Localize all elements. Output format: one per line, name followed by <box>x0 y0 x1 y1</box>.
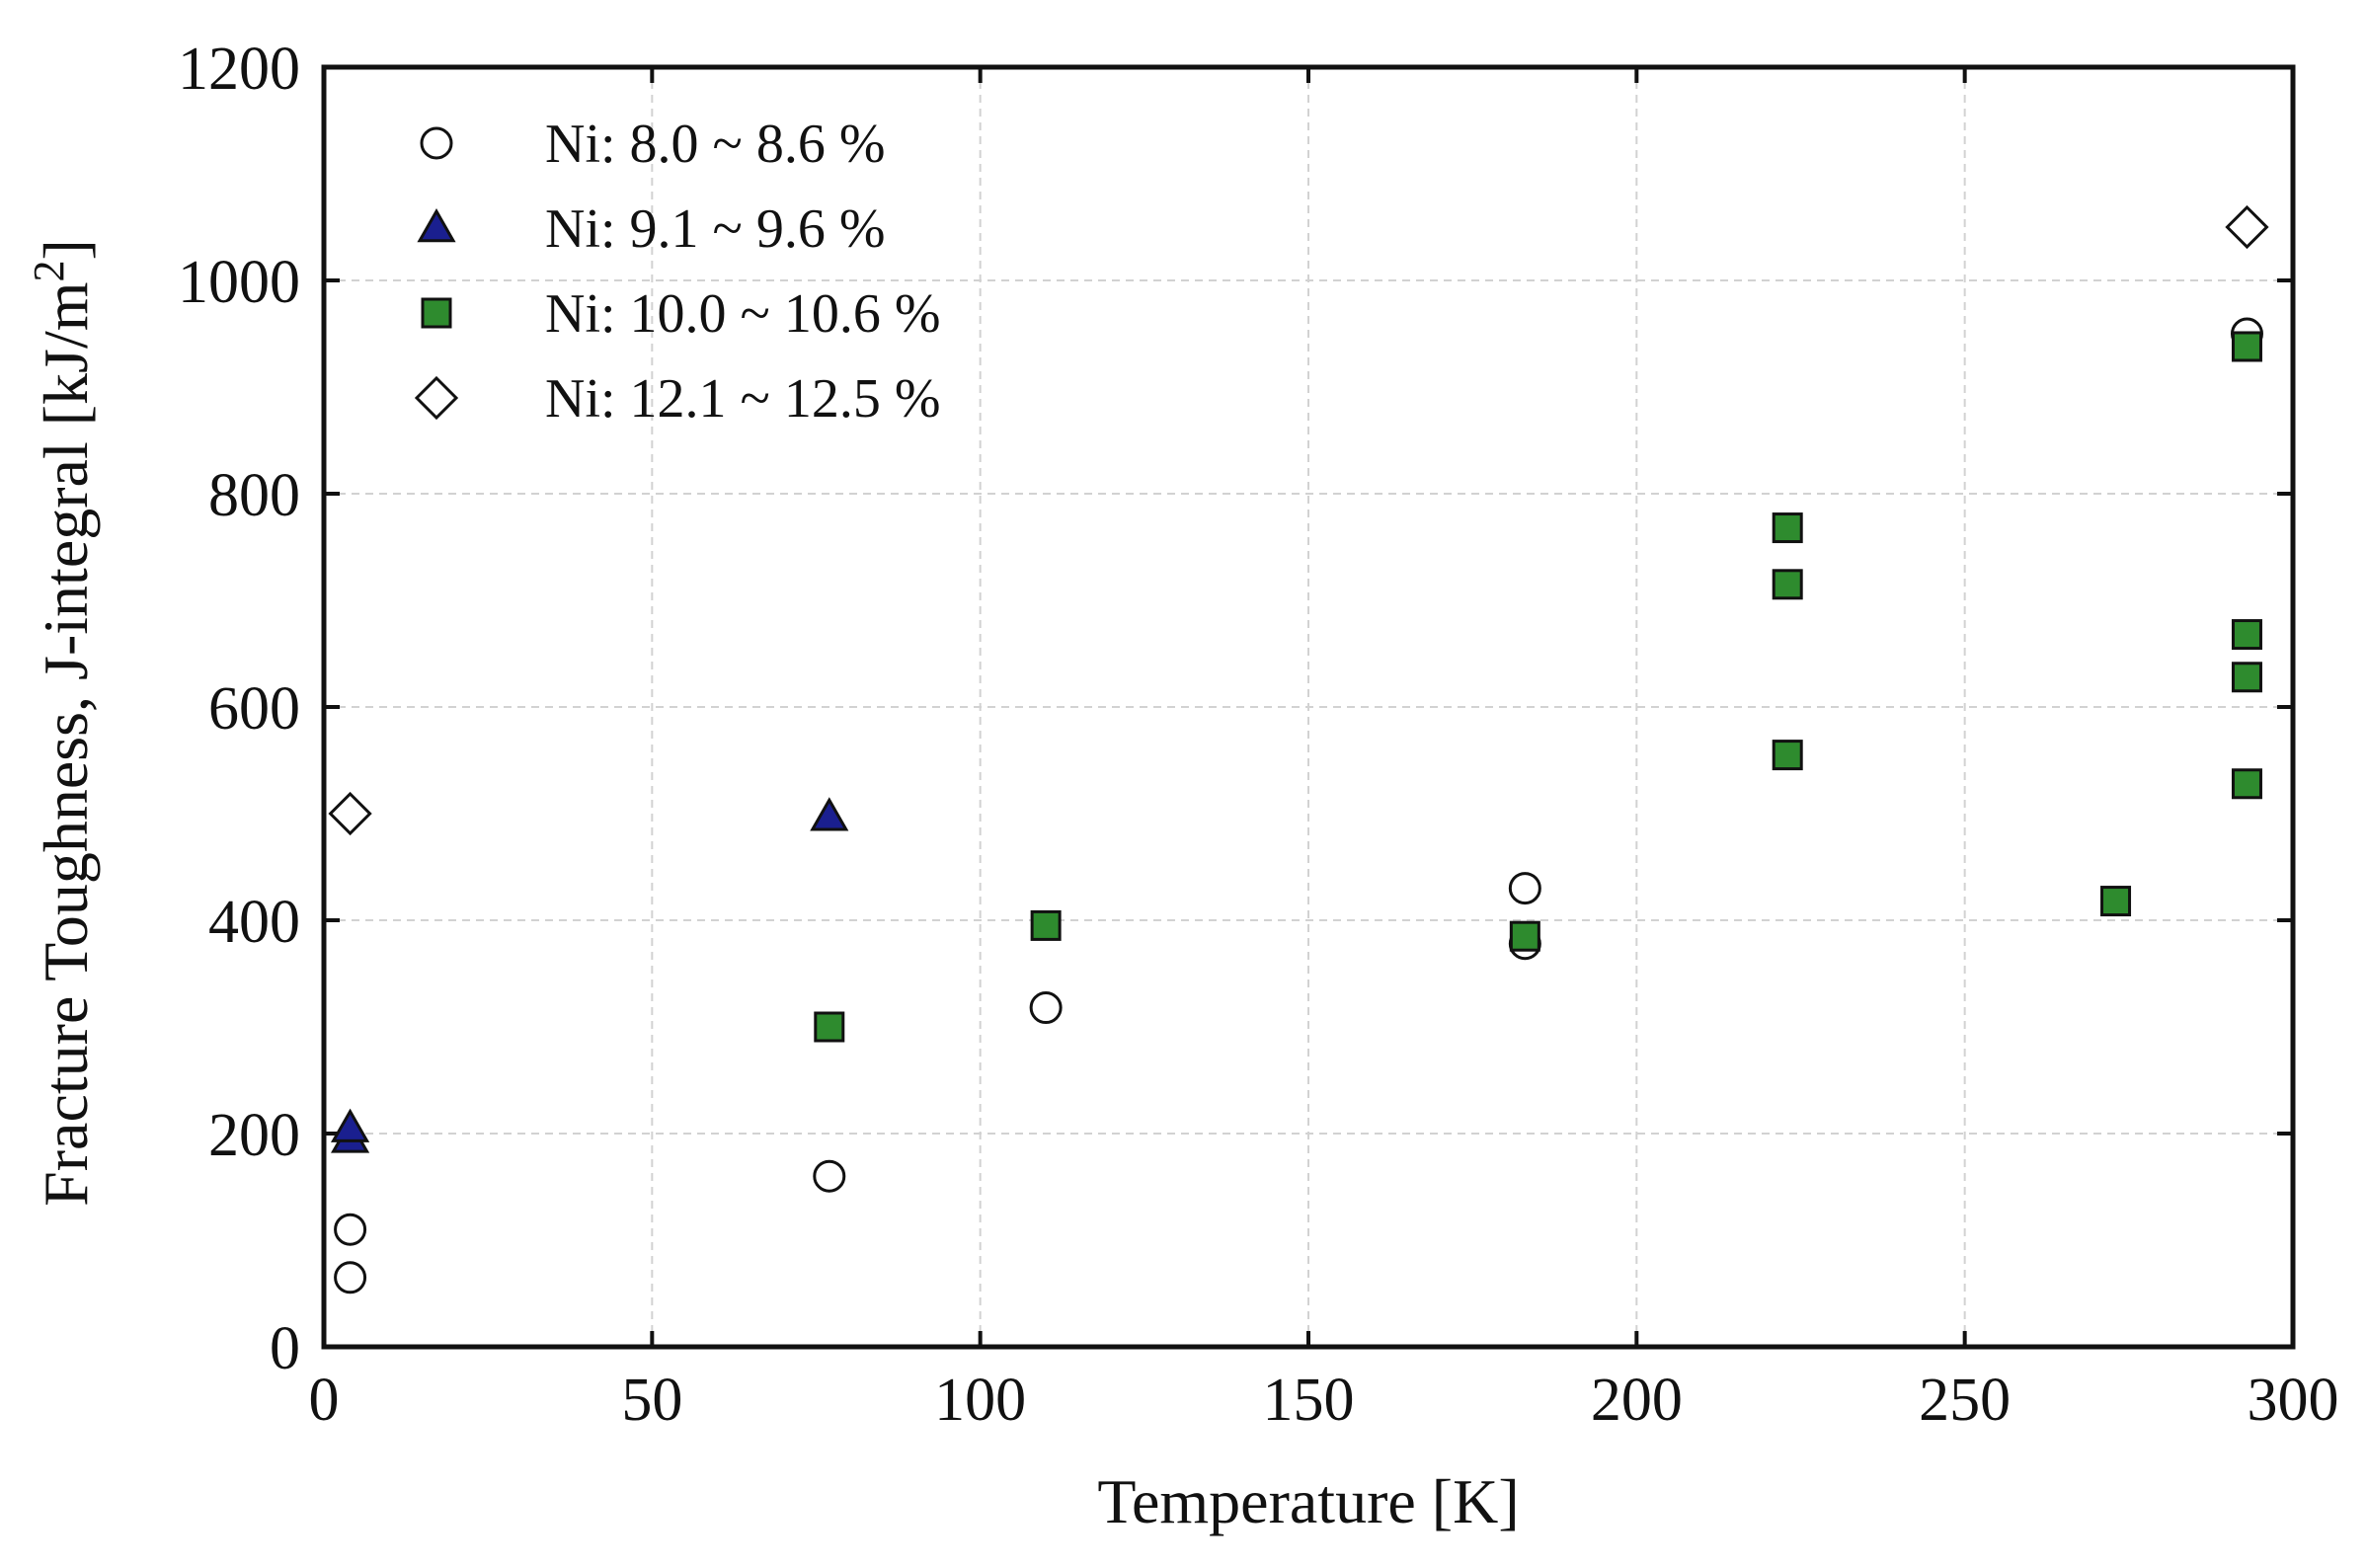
series-2 <box>331 797 849 1153</box>
series-4 <box>328 204 2269 836</box>
legend: Ni: 8.0 ~ 8.6 % Ni: 9.1 ~ 9.6 % Ni: 10.0 ~… <box>414 114 941 430</box>
plot-frame <box>321 64 2296 1350</box>
square-data-point <box>1772 512 1803 544</box>
grid-lines <box>324 67 2293 1347</box>
circle-data-point <box>334 1213 367 1246</box>
series-3 <box>814 331 2262 1043</box>
square-data-point <box>1509 920 1540 952</box>
circle-data-point <box>1508 872 1541 905</box>
x-tick-label: 150 <box>1263 1367 1355 1434</box>
x-tick-label: 250 <box>1919 1367 2011 1434</box>
circle-data-point <box>1029 991 1063 1025</box>
x-tick-label: 0 <box>309 1367 340 1434</box>
diamond-data-point <box>328 791 372 836</box>
square-data-point <box>2100 886 2132 917</box>
y-tick-labels: 0 200 400 600 800 1000 1200 <box>178 36 300 1382</box>
legend-item: Ni: 8.0 ~ 8.6 % <box>420 114 886 175</box>
legend-circle-icon <box>420 126 453 160</box>
y-tick-label: 600 <box>208 675 300 743</box>
square-data-point <box>2231 768 2262 800</box>
legend-label: Ni: 12.1 ~ 12.5 % <box>545 368 941 430</box>
legend-item: Ni: 9.1 ~ 9.6 % <box>417 198 886 260</box>
y-tick-label: 1200 <box>178 36 300 103</box>
y-tick-label: 0 <box>270 1315 300 1382</box>
square-data-point <box>1030 909 1062 941</box>
y-tick-label: 1000 <box>178 249 300 316</box>
square-data-point <box>1772 740 1803 771</box>
legend-triangle-icon <box>417 207 456 243</box>
x-tick-label: 300 <box>2248 1367 2339 1434</box>
y-axis-title-suffix: ] <box>31 239 101 260</box>
y-tick-label: 200 <box>208 1102 300 1169</box>
x-tick-labels: 0 50 100 150 200 250 300 <box>309 1367 2339 1434</box>
triangle-data-point <box>810 797 849 831</box>
circle-data-point <box>813 1159 846 1193</box>
square-data-point <box>1772 569 1803 600</box>
legend-square-icon <box>421 297 452 329</box>
x-tick-label: 200 <box>1591 1367 1683 1434</box>
square-data-point <box>2231 662 2262 693</box>
legend-diamond-icon <box>414 375 459 421</box>
circle-data-point <box>334 1261 367 1294</box>
square-data-point <box>814 1011 845 1043</box>
diamond-data-point <box>2225 204 2269 250</box>
x-axis-title: Temperature [K] <box>1097 1466 1519 1536</box>
y-axis-title: Fracture Toughness, J-integral [kJ/m2] <box>25 239 101 1207</box>
y-tick-label: 800 <box>208 462 300 529</box>
axis-ticks <box>322 65 2295 1349</box>
x-tick-label: 50 <box>621 1367 682 1434</box>
legend-label: Ni: 9.1 ~ 9.6 % <box>545 198 886 260</box>
series-1 <box>334 317 2263 1294</box>
legend-item: Ni: 12.1 ~ 12.5 % <box>414 368 941 430</box>
y-tick-label: 400 <box>208 889 300 956</box>
y-axis-title-main: Fracture Toughness, J-integral [kJ/m <box>31 281 101 1206</box>
x-tick-label: 100 <box>934 1367 1026 1434</box>
legend-item: Ni: 10.0 ~ 10.6 % <box>421 283 941 345</box>
square-data-point <box>2231 331 2262 362</box>
square-data-point <box>2231 619 2262 651</box>
legend-label: Ni: 10.0 ~ 10.6 % <box>545 283 941 345</box>
y-axis-title-superscript: 2 <box>25 260 73 281</box>
triangle-data-point <box>331 1108 370 1142</box>
legend-label: Ni: 8.0 ~ 8.6 % <box>545 114 886 175</box>
data-points <box>328 204 2269 1294</box>
